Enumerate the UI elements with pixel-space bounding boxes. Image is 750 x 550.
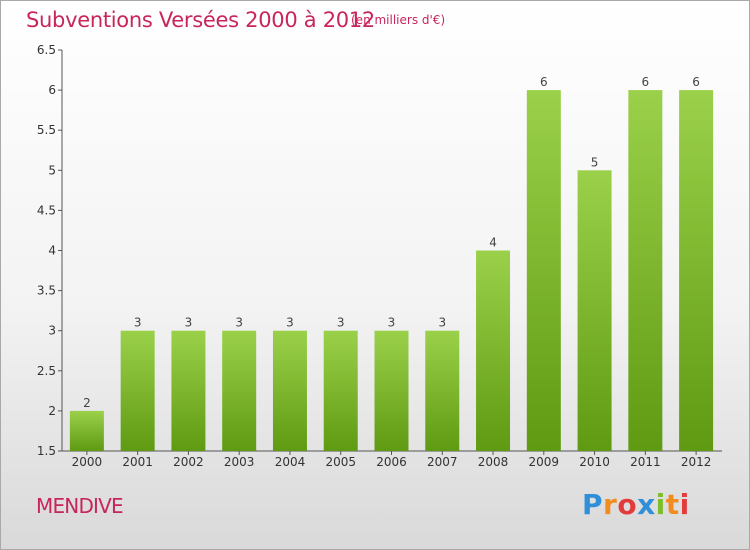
x-tick-label: 2009: [529, 455, 560, 469]
y-tick-label: 3: [48, 324, 56, 338]
value-label: 3: [337, 316, 345, 330]
value-label: 4: [489, 236, 497, 250]
value-label: 6: [540, 75, 548, 89]
bar-2000: [69, 410, 104, 451]
x-tick-label: 2008: [478, 455, 509, 469]
value-label: 3: [235, 316, 243, 330]
value-label: 6: [692, 75, 700, 89]
y-tick-label: 5.5: [37, 123, 56, 137]
y-tick-label: 1.5: [37, 444, 56, 458]
value-label: 3: [134, 316, 142, 330]
x-tick-label: 2006: [376, 455, 407, 469]
y-tick-label: 2.5: [37, 364, 56, 378]
value-label: 3: [438, 316, 446, 330]
bar-2012: [679, 90, 714, 451]
value-label: 2: [83, 396, 91, 410]
commune-name: MENDIVE: [36, 494, 124, 518]
value-label: 3: [185, 316, 193, 330]
bar-2007: [425, 330, 460, 451]
bar-2002: [171, 330, 206, 451]
proxiti-logo[interactable]: Proxiti: [582, 488, 690, 521]
bar-2004: [272, 330, 307, 451]
bar-2005: [323, 330, 358, 451]
x-tick-label: 2002: [173, 455, 204, 469]
bar-2010: [577, 170, 612, 452]
x-tick-label: 2007: [427, 455, 458, 469]
bar-2006: [374, 330, 409, 451]
bar-2009: [526, 90, 561, 451]
x-tick-label: 2010: [579, 455, 610, 469]
x-tick-label: 2003: [224, 455, 255, 469]
bar-2003: [222, 330, 257, 451]
y-tick-label: 5: [48, 163, 56, 177]
value-label: 5: [591, 155, 599, 169]
y-tick-label: 2: [48, 404, 56, 418]
y-tick-label: 3.5: [37, 284, 56, 298]
bar-2011: [628, 90, 663, 451]
y-tick-label: 4: [48, 244, 56, 258]
bar-2001: [120, 330, 155, 451]
x-tick-label: 2004: [275, 455, 306, 469]
x-tick-label: 2011: [630, 455, 661, 469]
x-tick-label: 2012: [681, 455, 712, 469]
value-label: 3: [286, 316, 294, 330]
value-label: 6: [642, 75, 650, 89]
unit-note: (en milliers d'€): [351, 13, 446, 27]
chart-title: Subventions Versées 2000 à 2012: [26, 8, 375, 32]
y-tick-label: 4.5: [37, 203, 56, 217]
x-tick-label: 2005: [325, 455, 356, 469]
x-tick-label: 2001: [122, 455, 153, 469]
y-tick-label: 6: [48, 83, 56, 97]
x-tick-label: 2000: [72, 455, 103, 469]
y-tick-label: 6.5: [37, 43, 56, 57]
value-label: 3: [388, 316, 396, 330]
bar-2008: [476, 250, 511, 451]
